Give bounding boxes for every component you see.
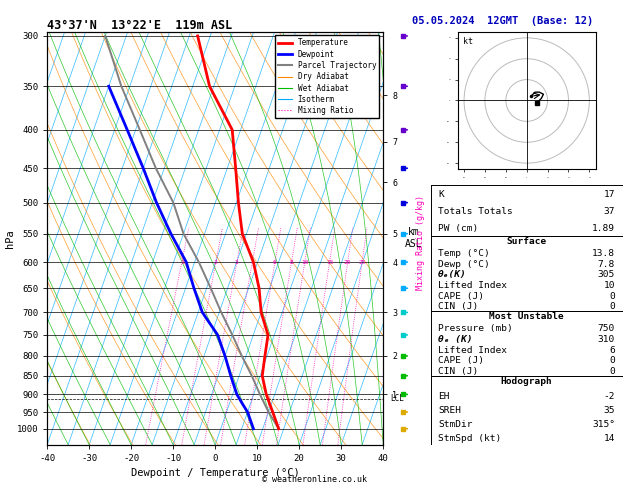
Text: 25: 25 [359,260,366,264]
Text: -2: -2 [604,393,615,401]
Text: 7.8: 7.8 [598,260,615,268]
Y-axis label: hPa: hPa [5,229,15,247]
Text: LCL: LCL [390,394,404,403]
Text: 1.89: 1.89 [592,224,615,233]
Text: Dewp (°C): Dewp (°C) [438,260,490,268]
Y-axis label: km
ASL: km ASL [405,227,423,249]
Text: 4: 4 [250,260,254,264]
Text: 15: 15 [326,260,333,264]
Text: Pressure (mb): Pressure (mb) [438,324,513,333]
Text: 43°37'N  13°22'E  119m ASL: 43°37'N 13°22'E 119m ASL [47,18,233,32]
Text: CAPE (J): CAPE (J) [438,292,484,301]
X-axis label: Dewpoint / Temperature (°C): Dewpoint / Temperature (°C) [131,469,299,478]
Text: 6: 6 [610,346,615,355]
Text: 35: 35 [604,406,615,415]
Text: 6: 6 [273,260,277,264]
Text: 10: 10 [604,281,615,290]
Text: 37: 37 [604,207,615,216]
Text: Temp (°C): Temp (°C) [438,249,490,258]
Text: Lifted Index: Lifted Index [438,281,508,290]
Text: StmSpd (kt): StmSpd (kt) [438,434,502,443]
Text: 14: 14 [604,434,615,443]
Text: CAPE (J): CAPE (J) [438,357,484,365]
Text: 2: 2 [214,260,218,264]
Text: 310: 310 [598,335,615,344]
Text: SREH: SREH [438,406,462,415]
Text: 3: 3 [235,260,239,264]
Legend: Temperature, Dewpoint, Parcel Trajectory, Dry Adiabat, Wet Adiabat, Isotherm, Mi: Temperature, Dewpoint, Parcel Trajectory… [275,35,379,118]
Text: 1: 1 [180,260,184,264]
Text: Lifted Index: Lifted Index [438,346,508,355]
Text: 315°: 315° [592,420,615,429]
Text: © weatheronline.co.uk: © weatheronline.co.uk [262,474,367,484]
Text: Mixing Ratio (g/kg): Mixing Ratio (g/kg) [416,195,425,291]
Text: Totals Totals: Totals Totals [438,207,513,216]
Text: 0: 0 [610,367,615,376]
Text: 10: 10 [301,260,309,264]
Text: PW (cm): PW (cm) [438,224,479,233]
Text: 0: 0 [610,292,615,301]
Text: 17: 17 [604,191,615,199]
Text: 20: 20 [344,260,352,264]
Text: 305: 305 [598,270,615,279]
Text: EH: EH [438,393,450,401]
Text: 8: 8 [290,260,294,264]
Text: θₑ (K): θₑ (K) [438,335,473,344]
Text: kt: kt [464,37,473,46]
Text: CIN (J): CIN (J) [438,367,479,376]
Text: 13.8: 13.8 [592,249,615,258]
Text: K: K [438,191,444,199]
Text: Surface: Surface [506,237,547,246]
Text: 05.05.2024  12GMT  (Base: 12): 05.05.2024 12GMT (Base: 12) [412,16,593,26]
Text: 0: 0 [610,357,615,365]
Text: 750: 750 [598,324,615,333]
Text: StmDir: StmDir [438,420,473,429]
Text: Most Unstable: Most Unstable [489,312,564,321]
Text: θₑ(K): θₑ(K) [438,270,467,279]
Text: Hodograph: Hodograph [501,377,553,386]
Text: 0: 0 [610,302,615,312]
Text: CIN (J): CIN (J) [438,302,479,312]
